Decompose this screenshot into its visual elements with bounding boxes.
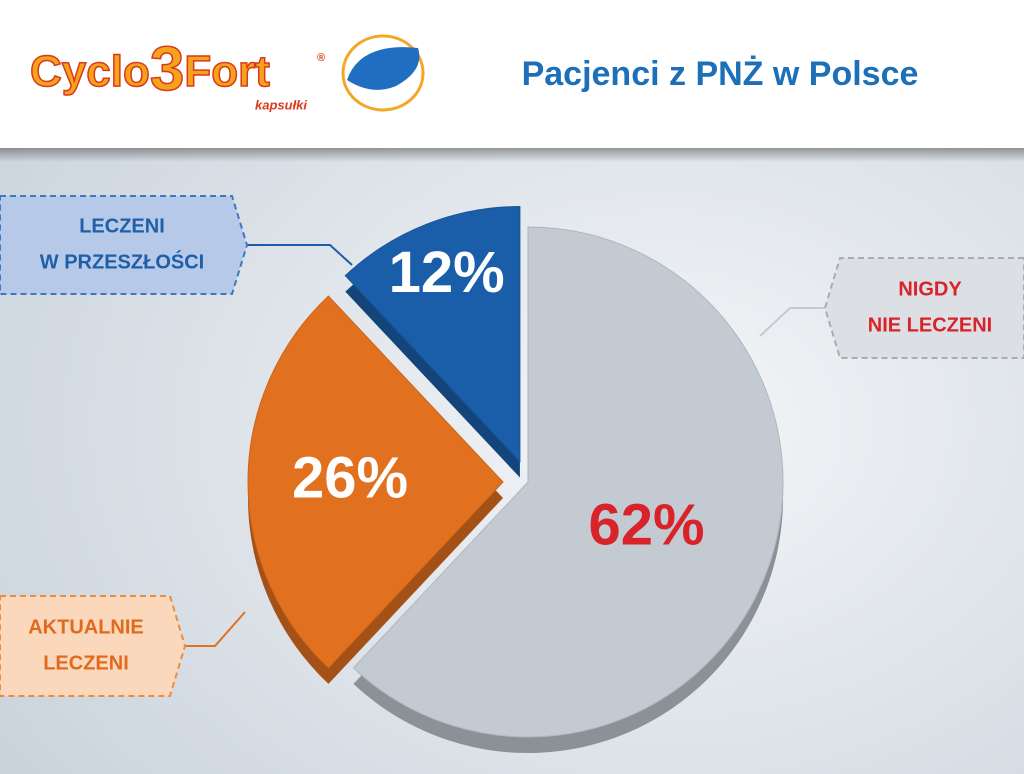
legend-label: AKTUALNIE — [28, 616, 144, 638]
legend-label: NIE LECZENI — [868, 314, 992, 336]
leader-line — [185, 611, 246, 647]
callout-box — [0, 195, 249, 295]
header — [0, 0, 1024, 148]
value-label: 12% — [389, 240, 505, 305]
leader-line — [759, 307, 825, 337]
pie: 62% NIGDY NIE LECZENI 26% AKTUALNIE LECZENI 12… — [0, 195, 1024, 753]
logo-capsule — [347, 47, 420, 90]
slice — [247, 295, 504, 669]
callout-box — [0, 595, 187, 697]
slice — [352, 226, 784, 738]
logo-text: Cyclo3Fort — [30, 35, 270, 104]
slice — [344, 206, 521, 463]
leader-line — [247, 244, 353, 266]
chart-title: Pacjenci z PNŻ w Polsce — [522, 55, 919, 93]
value-label: 26% — [292, 445, 408, 510]
callout-box — [823, 257, 1024, 359]
legend-label: LECZENI — [79, 215, 165, 237]
legend-label: LECZENI — [43, 652, 129, 674]
legend-label: NIGDY — [898, 278, 962, 300]
logo-mark: ® — [317, 52, 325, 64]
header-shadow — [0, 148, 1024, 162]
logo: Cyclo3Fort ® kapsułki — [29, 34, 425, 112]
value-label: 62% — [588, 492, 704, 557]
logo-tagline: kapsułki — [255, 97, 307, 112]
legend-label: W PRZESZŁOŚCI — [40, 249, 204, 273]
logo-ring — [341, 34, 425, 112]
